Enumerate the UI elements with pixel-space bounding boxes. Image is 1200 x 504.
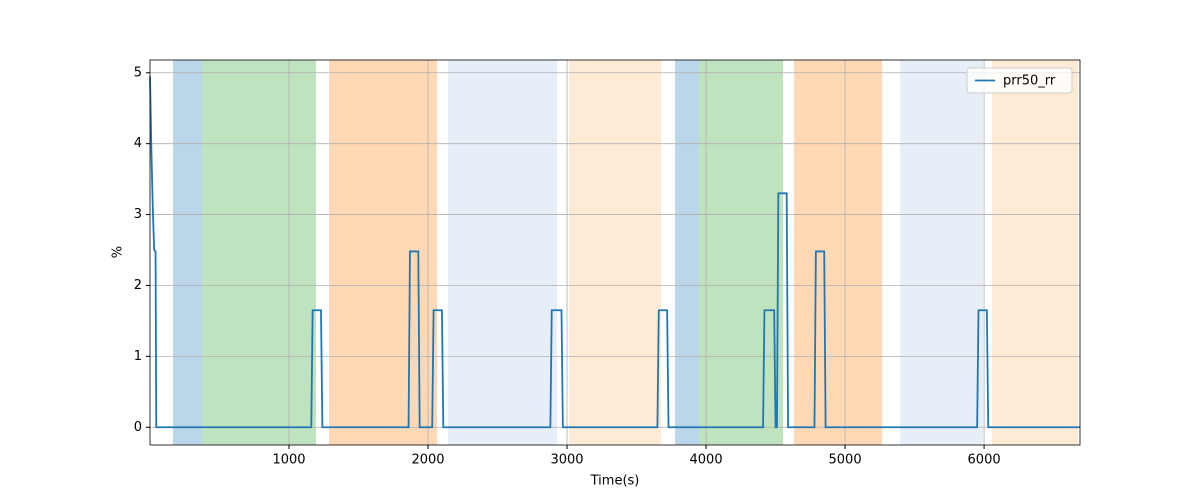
shaded-span	[900, 60, 984, 445]
shaded-span	[794, 60, 883, 445]
y-tick-label: 4	[134, 136, 142, 151]
shaded-span	[699, 60, 784, 445]
x-tick-label: 2000	[411, 453, 444, 468]
data-line	[149, 76, 1080, 429]
y-tick-label: 2	[134, 278, 142, 293]
y-tick-label: 0	[134, 420, 142, 435]
shaded-span	[201, 60, 316, 445]
shaded-span	[992, 60, 1079, 445]
shaded-span	[329, 60, 438, 445]
plot-frame	[149, 59, 1081, 446]
shaded-span	[675, 60, 700, 445]
shaded-span	[448, 60, 558, 445]
x-tick-label: 4000	[690, 453, 723, 468]
shaded-span	[172, 60, 202, 445]
x-tick-label: 3000	[550, 453, 583, 468]
x-axis-label: Time(s)	[590, 474, 640, 489]
x-tick-label: 6000	[968, 453, 1001, 468]
legend-box	[966, 67, 1073, 94]
x-tick-label: 5000	[829, 453, 862, 468]
y-tick-label: 3	[134, 207, 142, 222]
x-tick-label: 1000	[272, 453, 305, 468]
legend-label: prr50_rr	[1003, 74, 1056, 89]
shaded-span	[568, 60, 662, 445]
y-tick-label: 5	[134, 65, 142, 80]
y-axis-label: %	[111, 246, 126, 258]
y-tick-label: 1	[134, 349, 142, 364]
